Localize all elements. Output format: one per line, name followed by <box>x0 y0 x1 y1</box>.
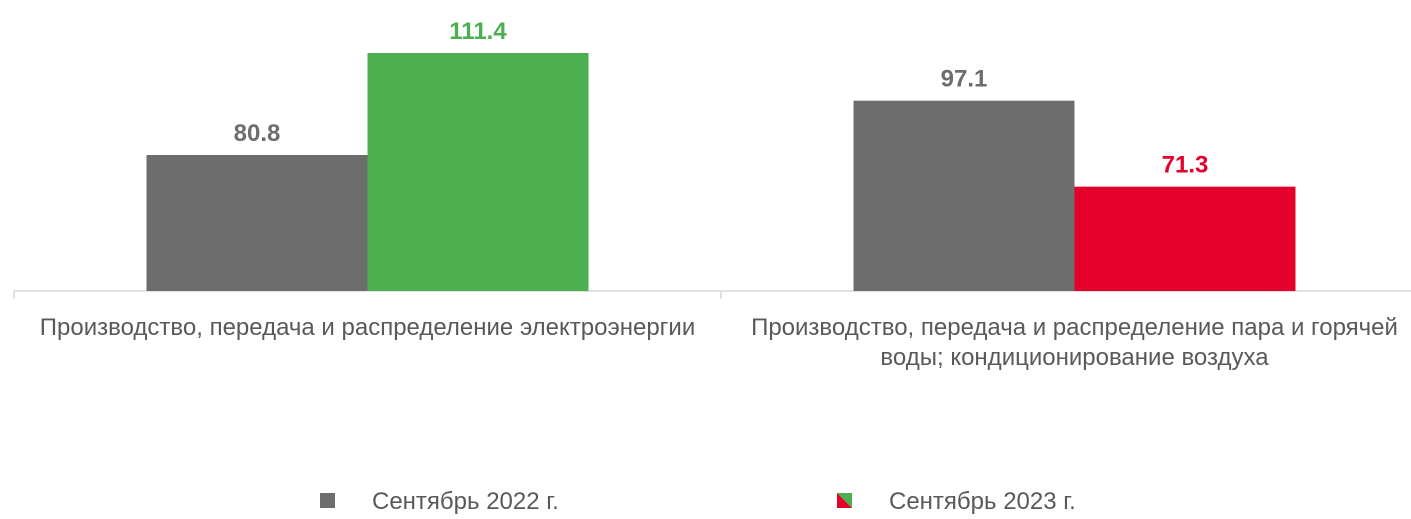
bar <box>1074 186 1296 291</box>
data-label: 97.1 <box>941 66 988 93</box>
x-tick-label: Производство, передача и распределение э… <box>39 314 696 341</box>
data-label: 111.4 <box>449 18 507 45</box>
data-label: 71.3 <box>1162 152 1209 179</box>
x-tick-label: Производство, передача и распределение п… <box>751 314 1398 371</box>
legend-label: Сентябрь 2023 г. <box>889 488 1076 515</box>
data-label: 80.8 <box>234 120 281 147</box>
legend-label: Сентябрь 2022 г. <box>372 488 559 515</box>
bar <box>853 100 1075 292</box>
bar <box>367 53 589 291</box>
bar <box>146 155 368 291</box>
legend-swatch <box>320 493 335 508</box>
legend-swatch <box>837 493 852 508</box>
